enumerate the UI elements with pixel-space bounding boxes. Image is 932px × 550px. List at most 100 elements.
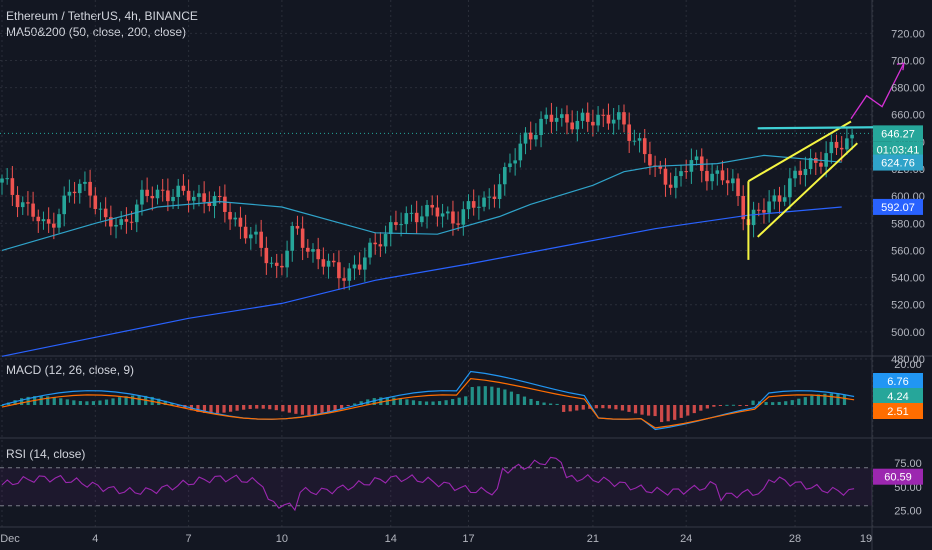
macd-histogram-bar [836, 393, 840, 405]
macd-histogram-bar [829, 393, 834, 405]
candle-body [622, 112, 626, 125]
candle-body [580, 112, 585, 121]
macd-histogram-bar [771, 402, 775, 405]
candle-body [518, 143, 523, 161]
ma-indicator-title[interactable]: MA50&200 (50, close, 200, close) [6, 25, 187, 39]
rsi-indicator-title[interactable]: RSI (14, close) [6, 447, 86, 461]
macd-histogram-bar [816, 394, 820, 405]
candle-body [72, 191, 77, 194]
macd-histogram-bar [575, 405, 579, 411]
macd-histogram-bar [405, 399, 409, 405]
candle-body [233, 217, 238, 220]
macd-histogram-bar [131, 395, 135, 405]
macd-histogram-bar [202, 405, 207, 413]
candle-body [829, 141, 834, 154]
candle-body [171, 196, 175, 202]
candle-body [285, 250, 289, 268]
price-tick-label: 560.00 [891, 245, 925, 257]
candle-body [819, 162, 823, 167]
macd-histogram-bar [0, 405, 4, 406]
rsi-tick-label: 50.00 [894, 482, 922, 494]
candle-body [772, 195, 777, 202]
candle-body [534, 135, 538, 140]
macd-histogram-bar [98, 400, 102, 405]
candle-body [451, 211, 455, 224]
candle-body [591, 121, 595, 126]
macd-histogram-bar [444, 400, 448, 405]
price-tick-label: 480.00 [891, 354, 925, 366]
macd-histogram-bar [607, 405, 611, 409]
candle-body [523, 132, 528, 144]
candle-body [528, 132, 533, 140]
macd-histogram-bar [653, 405, 657, 417]
macd-histogram-bar [601, 405, 605, 409]
candle-body [259, 231, 263, 248]
time-tick-label: 10 [276, 533, 288, 545]
macd-histogram-bar [268, 405, 272, 410]
macd-histogram-bar [549, 403, 553, 405]
candle-body [725, 180, 730, 184]
candle-body [824, 153, 828, 167]
candle-body [98, 208, 103, 210]
candle-body [544, 114, 549, 119]
macd-histogram-bar [790, 400, 794, 405]
macd-histogram-bar [764, 401, 768, 405]
candle-body [363, 257, 367, 270]
macd-histogram-bar [568, 405, 572, 412]
candle-body [62, 195, 66, 215]
candle-body [337, 262, 341, 279]
macd-histogram-bar [431, 401, 435, 405]
candle-body [756, 209, 761, 211]
candle-body [445, 211, 450, 214]
rsi-line [1, 456, 855, 512]
macd-histogram-bar [274, 405, 278, 411]
candle-body [342, 278, 346, 281]
macd-histogram-bar [842, 395, 847, 405]
candle-body [243, 226, 248, 239]
macd-histogram-bar [477, 386, 481, 405]
rsi-tick-label: 25.00 [894, 506, 922, 518]
candle-body [575, 120, 580, 130]
candle-body [409, 212, 414, 214]
symbol-title: Ethereum / TetherUS, 4h, BINANCE [6, 9, 198, 23]
macd-histogram-bar [810, 395, 814, 405]
candle-body [274, 262, 279, 266]
candle-body [637, 138, 642, 141]
candle-body [845, 138, 849, 150]
candle-body [228, 211, 232, 220]
macd-histogram-bar [594, 405, 598, 409]
candle-body [321, 259, 326, 267]
macd-histogram-bar [13, 400, 17, 405]
candle-body [632, 140, 637, 142]
candle-body [166, 190, 170, 202]
candle-body [202, 193, 206, 202]
candle-body [316, 249, 320, 260]
price-badge [873, 198, 923, 215]
candle-body [611, 119, 616, 124]
macd-histogram-bar [666, 405, 670, 422]
macd-histogram-bar [457, 397, 461, 405]
candle-body [15, 194, 20, 208]
macd-histogram-bar [294, 405, 298, 414]
macd-indicator-title[interactable]: MACD (12, 26, close, 9) [6, 363, 135, 377]
candle-body [430, 204, 435, 208]
macd-histogram-bar [797, 398, 801, 405]
macd-histogram-bar [686, 405, 690, 416]
candle-body [394, 222, 398, 225]
candle-body [114, 224, 118, 227]
candle-body [67, 191, 72, 196]
candle-body [326, 260, 331, 267]
candle-body [839, 147, 844, 150]
candle-body [181, 185, 186, 191]
candle-body [306, 247, 310, 252]
candle-body [596, 114, 600, 126]
candle-body [777, 195, 782, 202]
candle-body [103, 208, 108, 218]
candle-body [20, 202, 25, 208]
time-tick-label: 7 [186, 533, 192, 545]
macd-histogram-bar [209, 405, 213, 414]
candle-body [585, 112, 590, 122]
macd-tick-label: 20.00 [894, 359, 922, 371]
candle-body [487, 196, 492, 198]
